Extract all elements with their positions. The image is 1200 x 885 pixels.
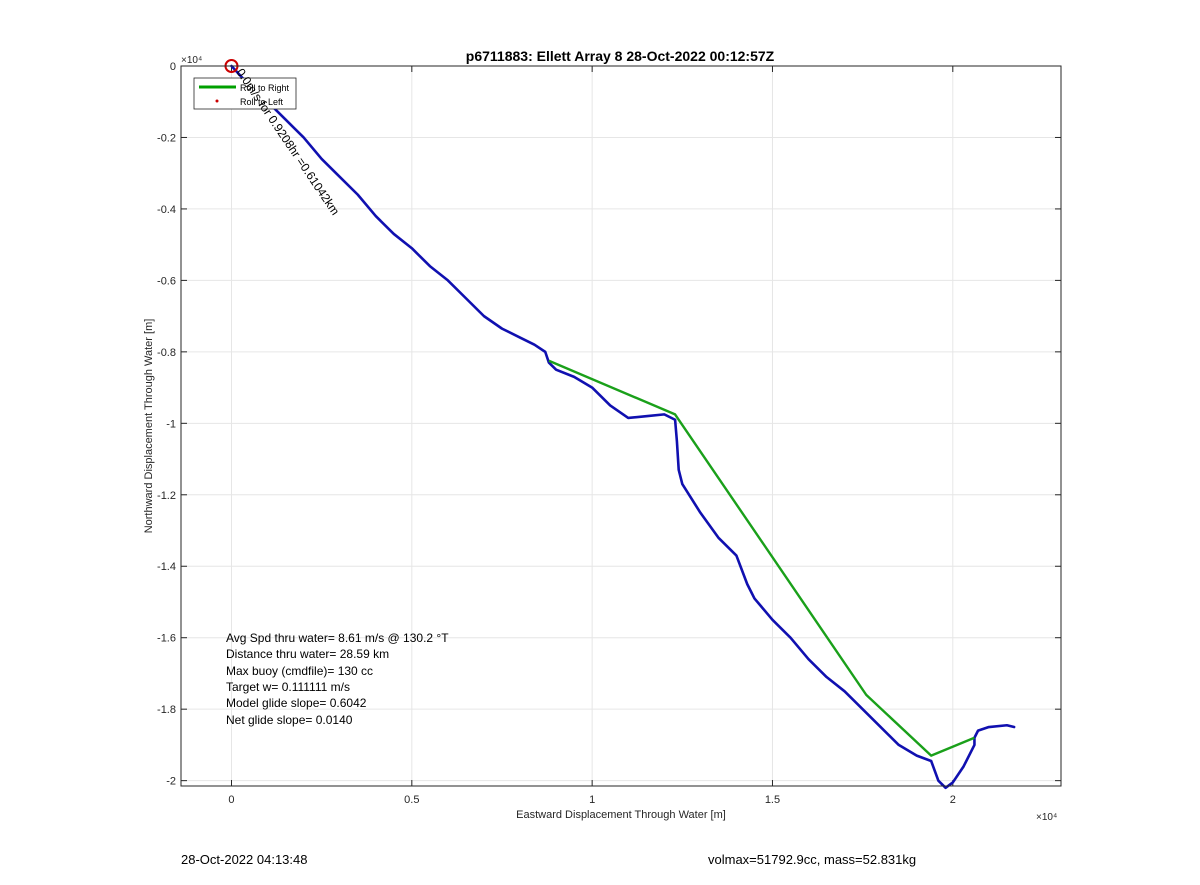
plot-area (181, 66, 1061, 786)
footer-timestamp: 28-Oct-2022 04:13:48 (181, 852, 308, 867)
series-track-line (230, 64, 1016, 790)
y-tick-label: 0 (170, 61, 176, 73)
legend: Roll to Right Roll to Left (193, 77, 297, 110)
y-tick-label: -0.2 (157, 132, 176, 144)
chart-title: p6711883: Ellett Array 8 28-Oct-2022 00:… (466, 48, 775, 64)
x-tick-label: 1 (589, 794, 595, 806)
legend-dot-swatch (215, 99, 219, 103)
legend-entry-roll-left: Roll to Left (240, 97, 284, 107)
y-exponent-label: ×10⁴ (181, 55, 202, 66)
y-tick-label: -2 (166, 776, 176, 788)
stat-max-buoy: Max buoy (cmdfile)= 130 cc (226, 664, 373, 678)
y-tick-label: -1.8 (157, 704, 176, 716)
stat-distance: Distance thru water= 28.59 km (226, 647, 389, 661)
plot-frame (180, 65, 1062, 787)
grid (181, 65, 1061, 786)
y-axis-label: Northward Displacement Through Water [m] (143, 319, 155, 534)
x-exponent-label: ×10⁴ (1036, 812, 1057, 823)
y-tick-label: -0.4 (157, 204, 176, 216)
axis-ticks: 0 0.5 1 1.5 2 0 -0.2 -0.4 -0.6 -0.8 -1 -1.2 -1.4 -1.6… (157, 61, 1061, 806)
stat-target-w: Target w= 0.111111 m/s (226, 680, 350, 694)
x-tick-label: 1.5 (765, 794, 780, 806)
legend-box (193, 77, 297, 110)
x-tick-label: 0.5 (404, 794, 419, 806)
y-tick-label: -0.8 (157, 347, 176, 359)
x-tick-label: 0 (228, 794, 234, 806)
y-tick-label: -0.6 (157, 275, 176, 287)
stat-avg-speed: Avg Spd thru water= 8.61 m/s @ 130.2 °T (226, 631, 449, 645)
x-tick-label: 2 (950, 794, 956, 806)
y-tick-label: -1 (166, 418, 176, 430)
y-tick-label: -1.6 (157, 633, 176, 645)
stats-block: Avg Spd thru water= 8.61 m/s @ 130.2 °T … (226, 631, 449, 727)
stat-model-glide: Model glide slope= 0.6042 (226, 696, 367, 710)
footer-volmax-mass: volmax=51792.9cc, mass=52.831kg (708, 852, 917, 867)
legend-entry-roll-right: Roll to Right (240, 83, 290, 93)
y-tick-label: -1.4 (157, 561, 176, 573)
series-roll-right-line (548, 359, 975, 757)
y-tick-label: -1.2 (157, 490, 176, 502)
stat-net-glide: Net glide slope= 0.0140 (226, 713, 353, 727)
x-axis-label: Eastward Displacement Through Water [m] (516, 809, 726, 821)
